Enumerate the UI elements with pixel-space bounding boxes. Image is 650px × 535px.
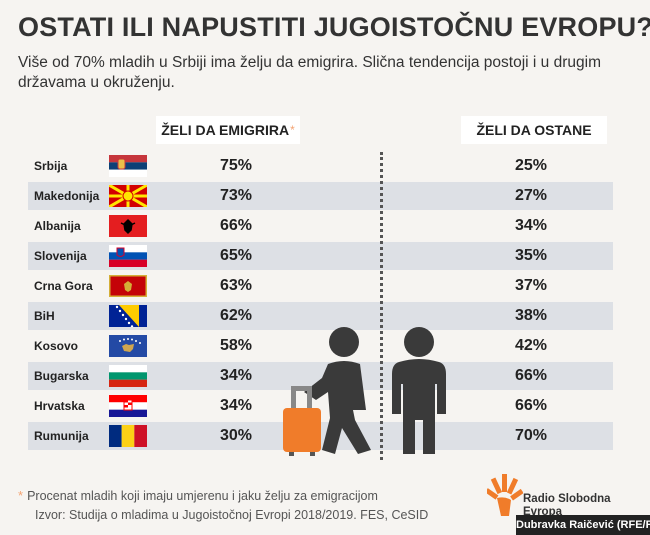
slovenia-flag-icon xyxy=(109,245,147,267)
table-row: BiH 62% 38% xyxy=(28,302,613,330)
emigrate-value: 75% xyxy=(219,157,253,174)
serbia-flag-icon xyxy=(109,155,147,177)
footnote: * Procenat mladih koji imaju umjerenu i j… xyxy=(18,488,378,503)
country-label: Slovenija xyxy=(34,249,87,263)
romania-flag-icon xyxy=(109,425,147,447)
author-credit: Dubravka Raičević (RFE/RL) xyxy=(516,515,650,535)
stay-value: 35% xyxy=(514,247,548,264)
montenegro-flag-icon xyxy=(109,275,147,297)
table-row: Crna Gora 63% 37% xyxy=(28,272,613,300)
country-label: BiH xyxy=(34,309,55,323)
chart-subtitle: Više od 70% mladih u Srbiji ima želju da… xyxy=(18,54,601,91)
table-row: Kosovo 58% 42% xyxy=(28,332,613,360)
emigrate-value: 34% xyxy=(219,367,253,384)
column-header-stay: ŽELI DA OSTANE xyxy=(461,116,607,144)
croatia-flag-icon xyxy=(109,395,147,417)
emigrate-value: 34% xyxy=(219,397,253,414)
country-label: Makedonija xyxy=(34,189,100,203)
stay-value: 42% xyxy=(514,337,548,354)
chart-title: OSTATI ILI NAPUSTITI JUGOISTOČNU EVROPU? xyxy=(18,12,650,42)
stay-value: 38% xyxy=(514,307,548,324)
emigrate-value: 65% xyxy=(219,247,253,264)
stay-value: 66% xyxy=(514,397,548,414)
stay-value: 27% xyxy=(514,187,548,204)
table-row: Albanija 66% 34% xyxy=(28,212,613,240)
stay-value: 70% xyxy=(514,427,548,444)
stay-value: 25% xyxy=(514,157,548,174)
asterisk-marker: * xyxy=(290,123,295,137)
standing-figure xyxy=(392,327,446,454)
emigrate-value: 66% xyxy=(219,217,253,234)
stay-value: 37% xyxy=(514,277,548,294)
albania-flag-icon xyxy=(109,215,147,237)
column-header-emigrate: ŽELI DA EMIGRIRA* xyxy=(156,116,300,144)
stay-value: 34% xyxy=(514,217,548,234)
footnote-marker: * xyxy=(18,488,24,503)
column-header-emigrate-label: ŽELI DA EMIGRIRA xyxy=(161,122,290,138)
country-label: Kosovo xyxy=(34,339,79,353)
people-illustration xyxy=(283,327,446,456)
stay-value: 66% xyxy=(514,367,548,384)
table-row: Makedonija 73% 27% xyxy=(28,182,613,210)
bih-flag-icon xyxy=(109,305,147,327)
logo-text-line1: Radio Slobodna xyxy=(523,493,611,505)
country-label: Srbija xyxy=(34,159,68,173)
rfe-logo-icon xyxy=(487,474,523,516)
country-label: Hrvatska xyxy=(34,399,85,413)
emigrate-value: 73% xyxy=(219,187,253,204)
macedonia-flag-icon xyxy=(109,185,147,207)
country-label: Bugarska xyxy=(34,369,89,383)
table-row: Slovenija 65% 35% xyxy=(28,242,613,270)
emigrate-value: 63% xyxy=(219,277,253,294)
traveler-figure xyxy=(304,327,371,454)
kosovo-flag-icon xyxy=(109,335,147,357)
column-divider xyxy=(380,152,383,460)
footnote-text: Procenat mladih koji imaju umjerenu i ja… xyxy=(27,489,378,503)
table-row: Srbija 75% 25% xyxy=(28,152,613,180)
bulgaria-flag-icon xyxy=(109,365,147,387)
suitcase-icon xyxy=(283,386,321,456)
country-label: Rumunija xyxy=(34,429,89,443)
emigrate-value: 58% xyxy=(219,337,253,354)
country-label: Crna Gora xyxy=(34,279,93,293)
source-text: Izvor: Studija o mladima u Jugoistočnoj … xyxy=(35,508,429,522)
emigrate-value: 30% xyxy=(219,427,253,444)
emigrate-value: 62% xyxy=(219,307,253,324)
table-row: Hrvatska 34% 66% xyxy=(28,392,613,420)
country-label: Albanija xyxy=(34,219,81,233)
